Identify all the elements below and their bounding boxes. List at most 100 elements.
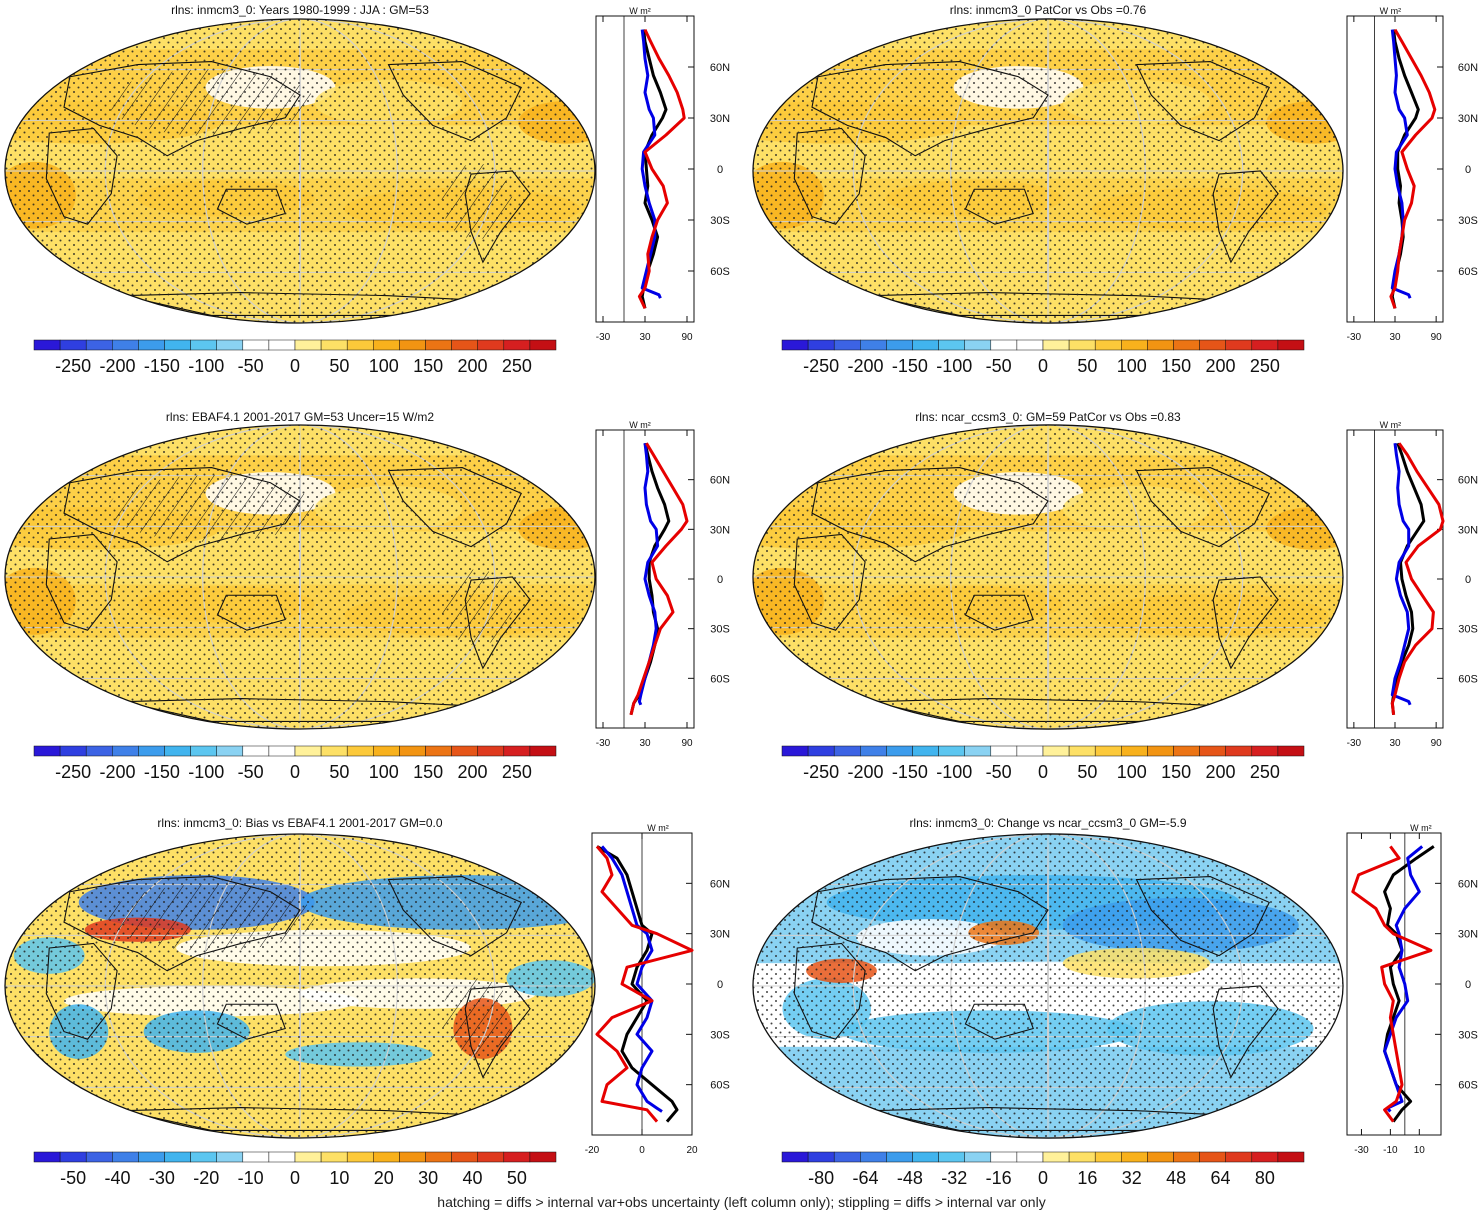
colorbar-label: -50 (238, 762, 264, 782)
colorbar-label: -100 (936, 356, 972, 376)
colorbar-label: 30 (418, 1168, 438, 1188)
profile-unit: W m² (1380, 6, 1402, 16)
colorbar-swatch (294, 339, 322, 351)
colorbar-swatch (425, 339, 452, 351)
colorbar-label: -50 (986, 762, 1012, 782)
profile-lat-label: 60N (710, 475, 730, 487)
profile-lat-label: 30N (710, 524, 730, 536)
colorbar-swatch (1251, 339, 1279, 351)
colorbar-label: 50 (329, 762, 349, 782)
colorbar-label: 100 (1117, 762, 1147, 782)
profile-x-label: 0 (639, 1145, 645, 1156)
colorbar-label: 0 (1038, 1168, 1048, 1188)
profile-x-label: -30 (1354, 1145, 1369, 1156)
colorbar-swatch (1121, 745, 1148, 757)
colorbar-swatch (990, 1151, 1018, 1163)
colorbar-swatch (1199, 1151, 1226, 1163)
colorbar-swatch (346, 745, 374, 757)
colorbar-swatch (477, 339, 505, 351)
colorbar-label: 150 (413, 762, 443, 782)
colorbar-label: 200 (457, 762, 487, 782)
map-stippling (5, 425, 595, 729)
colorbar-swatch (85, 745, 113, 757)
colorbar-swatch (529, 339, 557, 351)
profile-series-line (1383, 845, 1424, 1113)
colorbar-swatch (503, 1151, 531, 1163)
colorbar-label: 100 (369, 762, 399, 782)
colorbar-swatch (451, 745, 478, 757)
colorbar-swatch (190, 745, 217, 757)
colorbar-swatch (781, 1151, 809, 1163)
map-stippling (753, 834, 1343, 1138)
map-stippling (753, 425, 1343, 729)
colorbar-swatch (886, 1151, 913, 1163)
profile-unit: W m² (629, 420, 651, 430)
profile-series-line (596, 845, 679, 1123)
profile-series-line (600, 845, 663, 1113)
colorbar-swatch (503, 745, 531, 757)
colorbar-swatch (860, 745, 887, 757)
profile-lat-label: 30N (710, 113, 730, 125)
profile-x-label: -20 (585, 1145, 600, 1156)
colorbar-swatch (33, 339, 61, 351)
colorbar-swatch (938, 1151, 965, 1163)
profile-series-line (1351, 845, 1433, 1123)
colorbar-swatch (912, 339, 939, 351)
colorbar-swatch (1173, 745, 1200, 757)
colorbar-swatch (1068, 339, 1096, 351)
colorbar-label: -30 (149, 1168, 175, 1188)
colorbar-swatch (503, 339, 531, 351)
colorbar-swatch (425, 1151, 452, 1163)
colorbar-swatch (1094, 339, 1122, 351)
profile-x-label: -30 (1347, 332, 1362, 343)
colorbar-label: 32 (1122, 1168, 1142, 1188)
colorbar-swatch (85, 339, 113, 351)
colorbar-swatch (59, 339, 87, 351)
colorbar-swatch (33, 1151, 61, 1163)
zonal-profile: W m² 60N 30N 0 30S 60S -30 -10 10 (1346, 823, 1478, 1156)
colorbar-label: 16 (1077, 1168, 1097, 1188)
profile-series-line (629, 442, 671, 716)
map-field (5, 834, 595, 1138)
profile-lat-label: 0 (717, 164, 723, 176)
colorbar-swatch (781, 339, 809, 351)
panel-title: rlns: inmcm3_0: Years 1980-1999 : JJA : … (171, 3, 429, 17)
profile-lat-label: 30S (1458, 1029, 1478, 1041)
colorbar-swatch (1094, 745, 1122, 757)
colorbar-label: 250 (502, 356, 532, 376)
profile-lat-label: 60N (710, 62, 730, 74)
colorbar-label: -100 (188, 356, 224, 376)
profile-x-label: 30 (1389, 332, 1401, 343)
map-hatching (108, 884, 315, 952)
colorbar-swatch (373, 339, 400, 351)
profile-x-label: -30 (1347, 738, 1362, 749)
colorbar-swatch (59, 1151, 87, 1163)
profile-lat-label: 0 (1465, 979, 1471, 991)
colorbar-label: -80 (808, 1168, 834, 1188)
colorbar-label: -250 (55, 762, 91, 782)
colorbar-swatch (346, 1151, 374, 1163)
map-field (753, 424, 1343, 730)
panel-title: rlns: inmcm3_0 PatCor vs Obs =0.76 (950, 3, 1147, 17)
profile-lat-label: 0 (717, 574, 723, 586)
colorbar-swatch (1121, 339, 1148, 351)
colorbar-swatch (964, 339, 992, 351)
map-field (753, 833, 1343, 1139)
profile-unit: W m² (1410, 823, 1432, 833)
colorbar-swatch (242, 745, 270, 757)
profile-lat-label: 60S (710, 266, 730, 278)
colorbar-swatch (399, 339, 426, 351)
colorbar-label: 100 (369, 356, 399, 376)
panel-bottom-left: rlns: inmcm3_0: Bias vs EBAF4.1 2001-201… (4, 816, 730, 1188)
profile-unit: W m² (629, 6, 651, 16)
colorbar-label: -64 (853, 1168, 879, 1188)
map-field (753, 18, 1343, 324)
colorbar-swatch (1121, 1151, 1148, 1163)
colorbar-swatch (860, 1151, 887, 1163)
colorbar-label: -200 (848, 762, 884, 782)
colorbar-swatch (85, 1151, 113, 1163)
colorbar-swatch (990, 339, 1018, 351)
map-outline (4, 424, 596, 730)
colorbar-label: -10 (238, 1168, 264, 1188)
map-hatching (108, 475, 315, 543)
